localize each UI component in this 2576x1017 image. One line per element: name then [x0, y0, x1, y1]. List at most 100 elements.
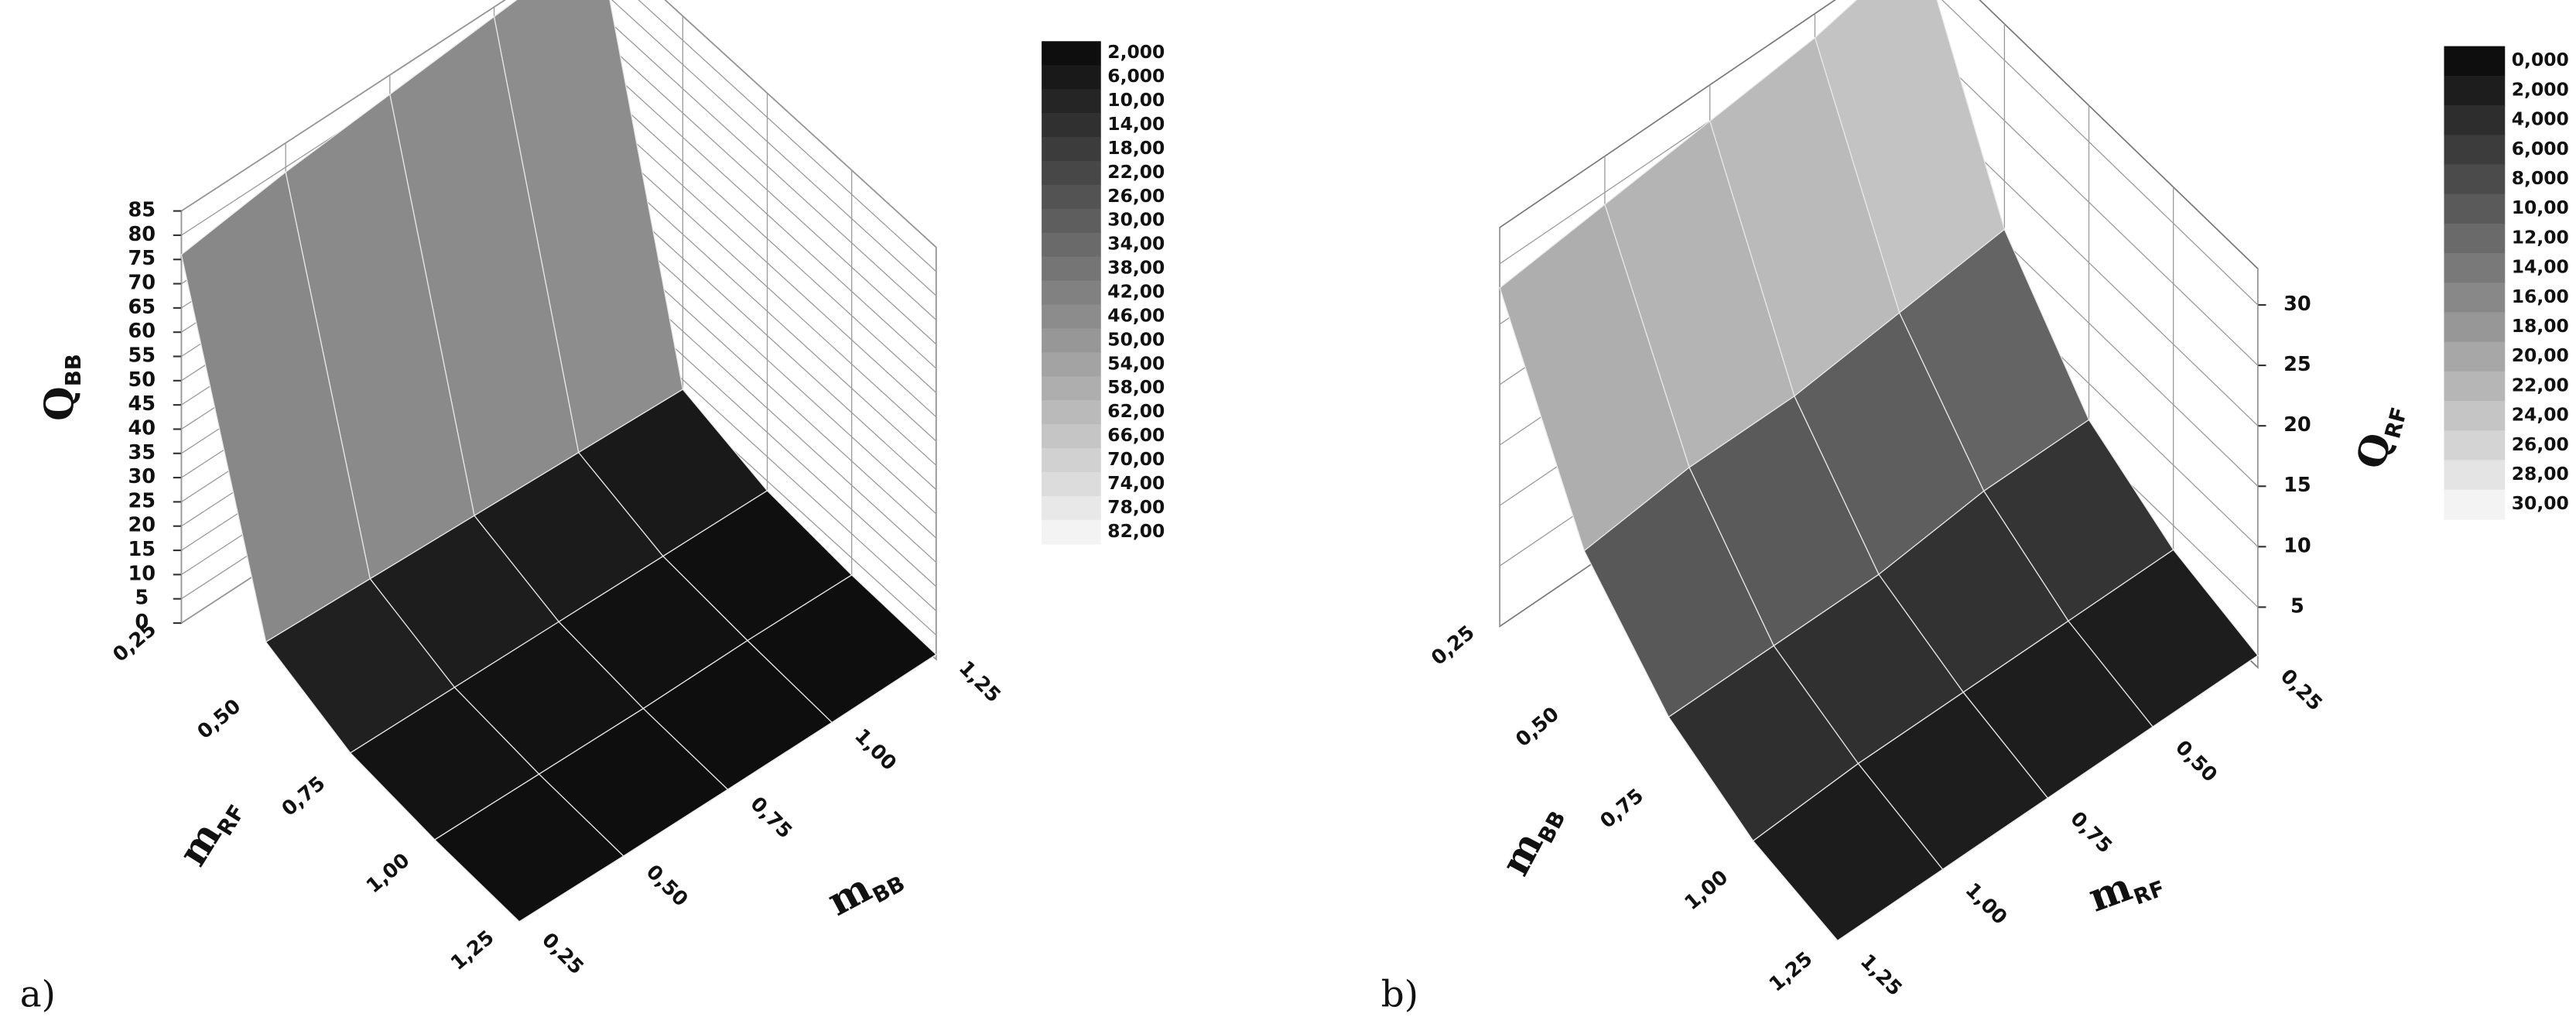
colorbar-label: 2,000 [1107, 41, 1165, 63]
z-axis-title-sub: RF [2379, 405, 2412, 441]
colorbar-label: 2,000 [2512, 78, 2569, 100]
col-tick-label: 1,25 [954, 656, 1005, 707]
col-tick-label: 1,00 [1961, 878, 2012, 930]
panel-label: a) [20, 974, 56, 1015]
col-tick-label: 0,75 [746, 793, 797, 844]
z-tick-label: 10 [2284, 534, 2311, 557]
col-tick-label: 0,75 [2065, 807, 2116, 858]
colorbar-swatch [2444, 253, 2506, 283]
colorbar-label: 10,00 [2512, 197, 2569, 218]
z-tick-label: 5 [2290, 594, 2304, 618]
colorbar-swatch [1042, 471, 1101, 497]
colorbar-label: 46,00 [1107, 304, 1165, 326]
row-tick-label: 0,50 [1511, 703, 1564, 752]
z-tick-label: 65 [128, 296, 156, 319]
z-tick-label: 25 [128, 489, 156, 512]
colorbar-swatch [1042, 519, 1101, 545]
z-axis-title: QBB [36, 354, 86, 421]
colorbar-label: 42,00 [1107, 281, 1165, 303]
col-axis-title: mBB [820, 849, 909, 928]
colorbar-label: 30,00 [1107, 209, 1165, 231]
colorbar-swatch [1042, 232, 1101, 258]
colorbar-swatch [1042, 352, 1101, 377]
col-tick-label: 0,25 [2276, 665, 2327, 716]
colorbar-swatch [1042, 328, 1101, 353]
col-tick-label: 0,25 [537, 928, 588, 979]
colorbar-swatch [1042, 113, 1101, 138]
z-tick-label: 15 [2284, 474, 2311, 497]
row-tick-label: 0,25 [1427, 621, 1480, 670]
colorbar-label: 14,00 [1107, 113, 1165, 135]
colorbar-label: 18,00 [2512, 315, 2569, 337]
colorbar-label: 20,00 [2512, 344, 2569, 366]
z-tick-label: 30 [128, 465, 156, 488]
colorbar-label: 26,00 [2512, 433, 2569, 455]
colorbar-swatch [1042, 41, 1101, 66]
surface-patch [1752, 762, 1944, 942]
z-tick-label: 80 [128, 223, 156, 246]
z-tick-label: 75 [128, 247, 156, 270]
colorbar-swatch [1042, 65, 1101, 90]
row-axis-title: mBB [1492, 796, 1571, 885]
colorbar-label: 74,00 [1107, 472, 1165, 494]
colorbar-swatch [2444, 282, 2506, 313]
row-tick-label: 0,75 [278, 772, 330, 821]
colorbar-label: 62,00 [1107, 400, 1165, 422]
z-tick-label: 0 [135, 611, 149, 634]
colorbar-label: 24,00 [2512, 404, 2569, 426]
colorbar-swatch [2444, 164, 2506, 195]
col-axis-title-main: m [2082, 864, 2137, 922]
z-tick-label: 55 [128, 344, 156, 368]
z-tick-label: 10 [128, 562, 156, 585]
colorbar-swatch [1042, 448, 1101, 473]
z-tick-label: 85 [128, 199, 156, 222]
colorbar-swatch [2444, 193, 2506, 224]
colorbar-swatch [2444, 401, 2506, 431]
colorbar-swatch [1042, 256, 1101, 282]
colorbar-swatch [1042, 280, 1101, 306]
colorbar-swatch [2444, 489, 2506, 520]
row-tick-label: 1,00 [1681, 866, 1733, 916]
colorbar-label: 12,00 [2512, 226, 2569, 248]
colorbar-swatch [1042, 304, 1101, 330]
colorbar-label: 18,00 [1107, 137, 1165, 159]
colorbar-label: 22,00 [1107, 161, 1165, 183]
colorbar-label: 6,000 [2512, 138, 2569, 159]
row-tick-label: 1,00 [362, 849, 415, 899]
row-tick-label: 1,25 [1765, 947, 1818, 997]
colorbar-label: 28,00 [2512, 463, 2569, 485]
colorbar-swatch [2444, 105, 2506, 135]
colorbar-swatch [1042, 89, 1101, 114]
colorbar-label: 50,00 [1107, 328, 1165, 350]
surface-patch [433, 773, 624, 923]
colorbar-label: 4,000 [2512, 108, 2569, 130]
colorbar-label: 58,00 [1107, 376, 1165, 398]
z-tick-label: 20 [2284, 413, 2311, 437]
colorbar-swatch [2444, 460, 2506, 491]
col-tick-label: 0,50 [2171, 736, 2222, 787]
colorbar-swatch [2444, 46, 2506, 77]
colorbar-label: 6,000 [1107, 65, 1165, 87]
z-tick-label: 30 [2284, 293, 2311, 316]
colorbar-label: 16,00 [2512, 286, 2569, 307]
z-axis-title-sub: BB [60, 354, 86, 386]
colorbar-label: 0,000 [2512, 49, 2569, 70]
colorbar-label: 22,00 [2512, 374, 2569, 396]
colorbar-swatch [2444, 371, 2506, 402]
z-tick-label: 20 [128, 514, 156, 537]
panel-label: b) [1381, 974, 1418, 1015]
col-tick-label: 0,50 [641, 861, 693, 912]
colorbar-label: 38,00 [1107, 257, 1165, 279]
colorbar-swatch [2444, 75, 2506, 106]
z-tick-label: 70 [128, 272, 156, 295]
colorbar-swatch [2444, 341, 2506, 372]
colorbar-swatch [1042, 136, 1101, 162]
colorbar-label: 34,00 [1107, 233, 1165, 255]
row-tick-label: 1,25 [446, 926, 499, 975]
colorbar-label: 30,00 [2512, 492, 2569, 514]
z-tick-label: 40 [128, 416, 156, 440]
z-axis-title: QRF [2348, 399, 2413, 474]
colorbar-label: 54,00 [1107, 352, 1165, 374]
colorbar-label: 8,000 [2512, 167, 2569, 189]
